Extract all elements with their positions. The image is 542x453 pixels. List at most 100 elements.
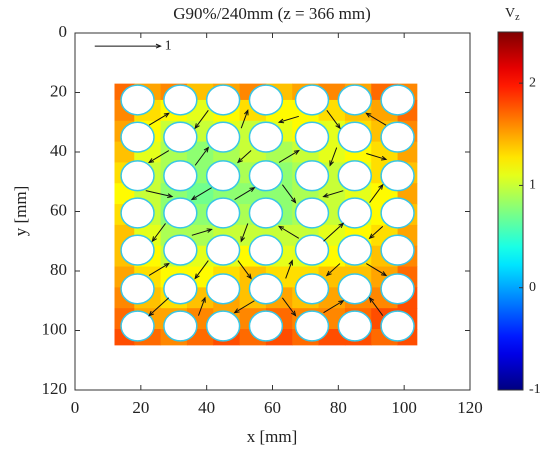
vector-shaft: [326, 263, 341, 276]
y-tick-label: 0: [59, 22, 68, 41]
vector: [148, 297, 170, 317]
hole: [294, 234, 330, 266]
hole: [163, 234, 198, 266]
vector: [240, 109, 249, 129]
vector: [236, 150, 252, 164]
hole: [163, 84, 198, 116]
hole: [337, 160, 372, 192]
hole: [205, 310, 241, 342]
vector: [281, 184, 297, 204]
vector-shaft: [148, 297, 170, 316]
vector-shaft: [194, 147, 209, 166]
vector: [325, 263, 341, 277]
vector-head: [329, 160, 334, 167]
hole: [163, 310, 198, 342]
vector: [148, 262, 170, 276]
vector-shaft: [326, 110, 341, 129]
y-tick-label: 60: [50, 200, 67, 219]
vector: [194, 260, 209, 280]
vector-shaft: [194, 110, 209, 129]
vector-shaft: [366, 263, 387, 276]
hole: [248, 310, 284, 342]
vector-head: [325, 270, 332, 277]
vector-head: [365, 112, 372, 118]
hole: [337, 234, 372, 266]
hole: [120, 121, 155, 153]
vector-shaft: [148, 112, 170, 126]
vector-head: [206, 228, 213, 233]
vector: [326, 110, 341, 130]
hole: [337, 84, 372, 116]
vector: [368, 296, 384, 316]
vector: [191, 228, 213, 236]
hole: [380, 84, 415, 116]
hole: [120, 84, 155, 116]
vector-head: [290, 197, 297, 204]
hole: [120, 273, 155, 305]
vector-shaft: [191, 228, 212, 236]
hole: [205, 273, 241, 305]
y-tick-label: 20: [50, 81, 67, 100]
vector-shaft: [366, 153, 387, 160]
vector: [240, 223, 249, 243]
vector-shaft: [240, 223, 249, 242]
hole: [294, 197, 330, 229]
hole: [163, 273, 198, 305]
vector-shaft: [278, 150, 300, 163]
hole: [120, 234, 155, 266]
vector: [190, 187, 212, 201]
hole: [248, 234, 284, 266]
vector-shaft: [145, 190, 173, 198]
vector: [147, 150, 170, 164]
vector-head: [167, 193, 174, 199]
y-tick-label: 40: [50, 141, 67, 160]
hole: [248, 160, 284, 192]
hole: [120, 310, 155, 342]
vector: [329, 147, 338, 167]
vector: [194, 110, 209, 130]
x-axis-label: x [mm]: [247, 427, 298, 446]
chart-title: G90%/240mm (z = 366 mm): [173, 4, 371, 23]
x-tick-label: 0: [71, 398, 80, 417]
vector-shaft: [369, 184, 384, 203]
vector: [366, 153, 388, 161]
vector-head: [151, 236, 157, 243]
vector-head: [240, 236, 246, 243]
vector-head: [338, 300, 345, 306]
vector-shaft: [323, 190, 344, 198]
colorbar-tick-label: -1: [529, 382, 541, 397]
hole: [205, 121, 241, 153]
vector-head: [277, 225, 285, 231]
y-tick-label: 100: [42, 319, 68, 338]
hole: [205, 160, 241, 192]
colorbar-label: Vz: [505, 6, 520, 23]
x-tick-label: 80: [330, 398, 347, 417]
vector-head: [236, 157, 243, 164]
vector: [237, 260, 252, 280]
vector-head: [381, 155, 388, 161]
vector-shaft: [366, 112, 387, 126]
vector-shaft: [237, 260, 252, 279]
vector-head: [163, 112, 170, 118]
colorbar-label-main: V: [505, 6, 515, 21]
vector-shaft: [369, 297, 384, 316]
vector: [197, 296, 206, 316]
reference-arrow: [94, 43, 162, 49]
hole: [120, 160, 155, 192]
vector-shaft: [151, 223, 166, 242]
hole: [294, 273, 330, 305]
vector-head: [368, 296, 375, 303]
colorbar-tick-label: 1: [529, 178, 536, 193]
y-axis-label: y [mm]: [11, 186, 30, 237]
vector-head: [163, 262, 170, 268]
vector: [278, 149, 300, 163]
vector-head: [148, 310, 154, 317]
hole: [248, 273, 284, 305]
hole: [380, 234, 415, 266]
x-tick-label: 100: [391, 398, 417, 417]
vector-head: [322, 193, 329, 198]
vector-shaft: [148, 150, 170, 163]
vector-shaft: [234, 187, 255, 201]
hole: [337, 197, 372, 229]
